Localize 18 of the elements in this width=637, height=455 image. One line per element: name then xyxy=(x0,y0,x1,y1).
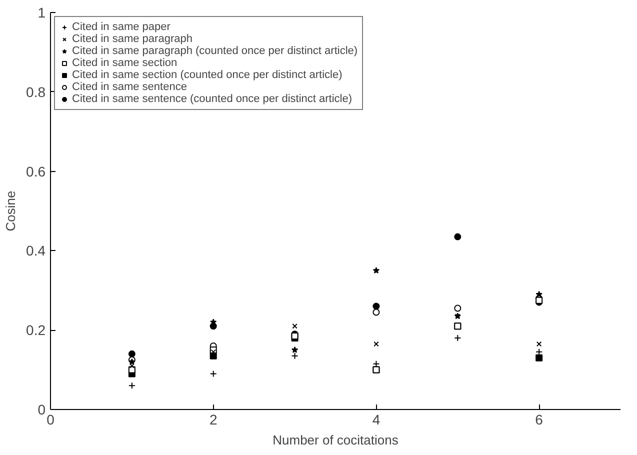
legend-label: Cited in same section xyxy=(72,57,178,69)
legend-label: Cited in same paper xyxy=(72,21,170,33)
y-tick-label: 0.2 xyxy=(26,322,46,338)
x-tick-label: 6 xyxy=(535,412,544,428)
y-tick-label: 1 xyxy=(38,4,46,20)
legend-label: Cited in same sentence xyxy=(72,81,187,93)
y-tick-label: 0.8 xyxy=(26,84,46,100)
x-tick-label: 2 xyxy=(209,412,218,428)
y-tick-label: 0.6 xyxy=(26,163,46,180)
x-tick-label: 4 xyxy=(372,412,380,428)
legend-label: Cited in same sentence (counted once per distinct article) xyxy=(72,93,352,105)
legend-label: Cited in same paragraph (counted once per distinct article) xyxy=(72,45,358,57)
y-axis-title: Cosine xyxy=(3,190,18,232)
legend-label: Cited in same section (counted once per distinct article) xyxy=(72,69,342,81)
y-tick-label: 0 xyxy=(38,402,46,418)
x-axis-title: Number of cocitations xyxy=(272,432,399,448)
y-tick-label: 0.4 xyxy=(26,242,46,259)
legend-label: Cited in same paragraph xyxy=(72,33,192,45)
